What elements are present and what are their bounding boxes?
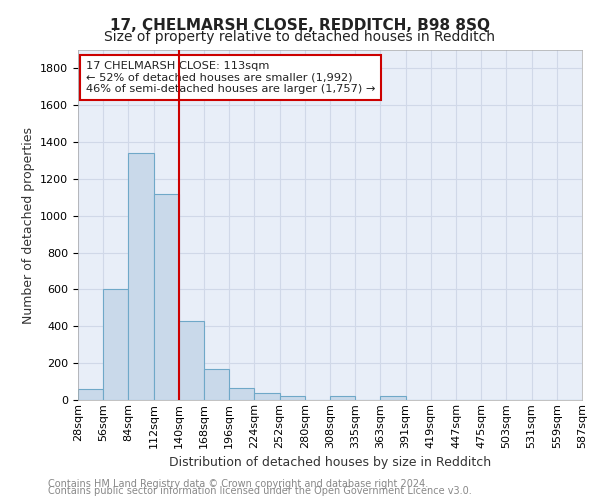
Bar xyxy=(229,388,254,400)
Bar xyxy=(330,396,355,400)
Bar xyxy=(179,321,204,400)
Text: Contains HM Land Registry data © Crown copyright and database right 2024.: Contains HM Land Registry data © Crown c… xyxy=(48,479,428,489)
Bar xyxy=(103,290,128,400)
Text: 17, CHELMARSH CLOSE, REDDITCH, B98 8SQ: 17, CHELMARSH CLOSE, REDDITCH, B98 8SQ xyxy=(110,18,490,32)
Text: Size of property relative to detached houses in Redditch: Size of property relative to detached ho… xyxy=(104,30,496,44)
Text: 17 CHELMARSH CLOSE: 113sqm
← 52% of detached houses are smaller (1,992)
46% of s: 17 CHELMARSH CLOSE: 113sqm ← 52% of deta… xyxy=(86,61,375,94)
Bar xyxy=(254,392,280,400)
Bar xyxy=(128,153,154,400)
X-axis label: Distribution of detached houses by size in Redditch: Distribution of detached houses by size … xyxy=(169,456,491,469)
Bar xyxy=(78,389,103,400)
Bar xyxy=(204,368,229,400)
Bar xyxy=(380,396,406,400)
Y-axis label: Number of detached properties: Number of detached properties xyxy=(22,126,35,324)
Bar xyxy=(154,194,179,400)
Text: Contains public sector information licensed under the Open Government Licence v3: Contains public sector information licen… xyxy=(48,486,472,496)
Bar xyxy=(280,396,305,400)
